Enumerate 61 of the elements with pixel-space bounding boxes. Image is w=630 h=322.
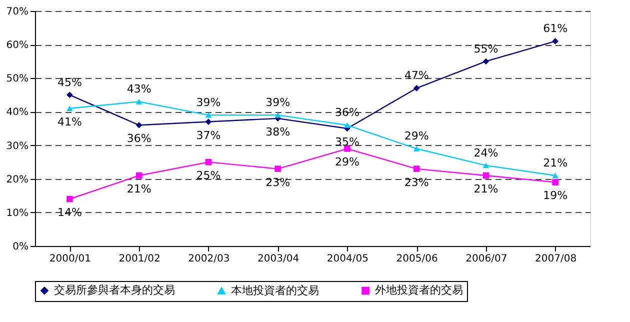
point — [205, 158, 212, 166]
y-tick-label: 0% — [12, 242, 28, 252]
x-tick-label: 2001/02 — [118, 254, 160, 264]
point — [413, 166, 420, 172]
point — [413, 146, 420, 152]
point — [482, 162, 490, 168]
x-tick-label: 2004/05 — [326, 254, 368, 264]
data-label: 43% — [126, 82, 152, 96]
data-label: 19% — [543, 189, 568, 202]
point — [136, 98, 142, 104]
point — [482, 172, 490, 179]
point — [552, 38, 558, 44]
x-tick-label: 2006/07 — [466, 254, 508, 264]
data-label: 29% — [404, 130, 429, 143]
point — [205, 118, 212, 125]
legend-label: 外地投資者的交易 — [375, 284, 463, 297]
data-label: 38% — [266, 125, 290, 138]
data-label: 21% — [126, 182, 152, 196]
data-label: 29% — [334, 156, 360, 169]
data-label: 36% — [126, 132, 152, 146]
data-label: 55% — [474, 42, 498, 56]
data-label: 45% — [57, 76, 82, 89]
data-label: 23% — [266, 176, 290, 189]
data-label: 21% — [543, 156, 568, 170]
y-tick-label: 70% — [6, 6, 28, 18]
data-label: 39% — [266, 96, 290, 110]
legend-label: 本地投資者的交易 — [231, 284, 319, 297]
x-tick-label: 2007/08 — [535, 254, 577, 264]
data-label: 41% — [57, 115, 82, 128]
y-tick-label: 10% — [6, 208, 28, 219]
legend-label: 交易所參與者本身的交易 — [54, 284, 175, 297]
point — [136, 122, 142, 128]
data-label: 61% — [543, 22, 568, 36]
y-tick-label: 30% — [6, 140, 28, 152]
x-tick-label: 2003/04 — [258, 254, 300, 264]
x-tick-label: 2000/01 — [49, 254, 91, 264]
point — [274, 166, 281, 172]
point — [66, 106, 73, 112]
x-tick-label: 2005/06 — [396, 254, 438, 264]
point — [413, 85, 420, 92]
data-label: 35% — [334, 136, 360, 148]
point — [66, 196, 73, 202]
y-tick-label: 60% — [6, 40, 28, 52]
point — [552, 172, 558, 178]
point — [482, 58, 490, 65]
y-tick-label: 40% — [6, 107, 28, 118]
point — [66, 92, 73, 98]
data-label: 39% — [196, 96, 221, 110]
point — [552, 179, 558, 186]
x-tick-label: 2002/03 — [188, 254, 230, 264]
data-label: 37% — [196, 128, 221, 142]
y-tick-label: 20% — [6, 174, 28, 186]
data-label: 25% — [196, 169, 221, 182]
point — [274, 112, 281, 118]
point — [344, 122, 350, 128]
data-label: 21% — [474, 182, 498, 196]
data-label: 23% — [404, 176, 429, 189]
y-tick-label: 50% — [6, 74, 28, 85]
point — [136, 172, 142, 179]
data-label: 24% — [474, 146, 498, 160]
point — [205, 112, 212, 118]
